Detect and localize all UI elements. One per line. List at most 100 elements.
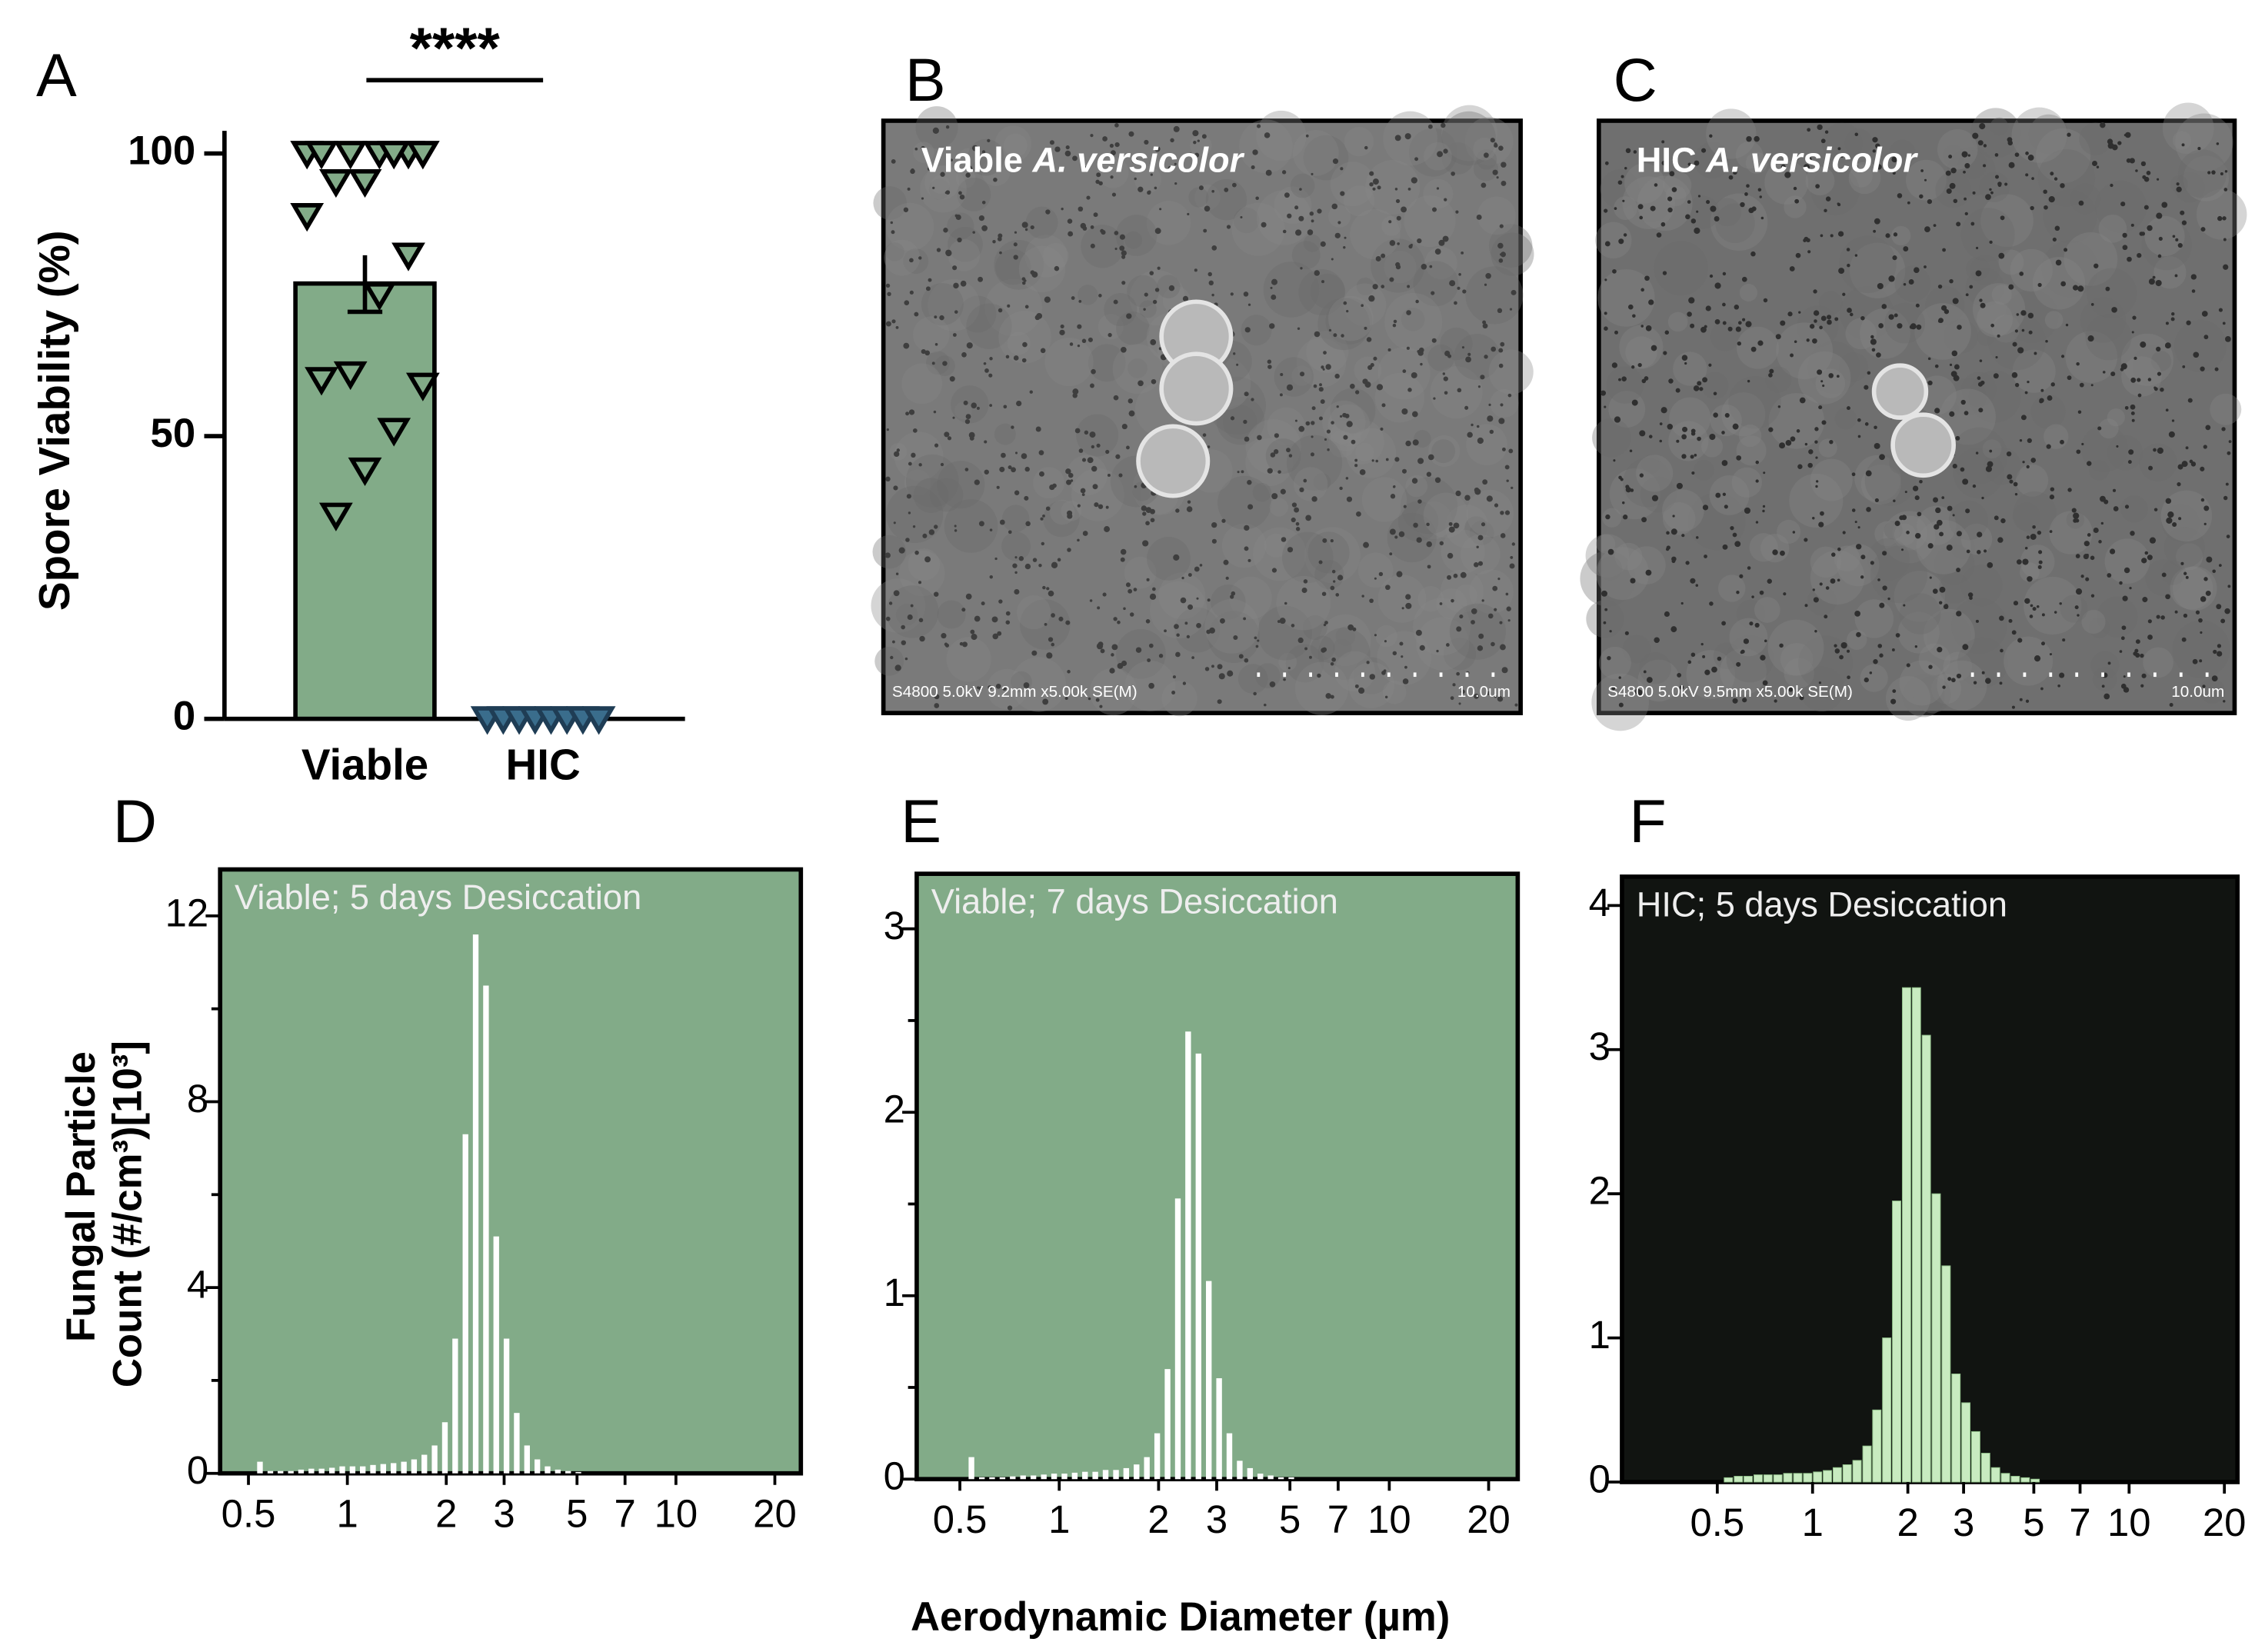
pore <box>1007 304 1011 308</box>
texture <box>1886 676 1931 721</box>
pore <box>1187 604 1194 610</box>
pore <box>2129 587 2132 590</box>
pore <box>1881 304 1887 309</box>
pore <box>2026 535 2030 539</box>
pore <box>2098 540 2102 544</box>
texture <box>1276 575 1331 631</box>
pore <box>1401 206 1407 213</box>
pore <box>1662 271 1667 275</box>
pore <box>1018 556 1024 561</box>
pore <box>1807 156 1812 162</box>
pore <box>1481 599 1484 602</box>
bar <box>1123 1467 1130 1480</box>
pore <box>2037 282 2042 288</box>
pore <box>1206 629 1211 634</box>
pore <box>1956 221 1961 227</box>
pore <box>1609 630 1612 633</box>
pore <box>1114 142 1120 148</box>
bar <box>1267 1475 1274 1480</box>
pore <box>1803 164 1810 171</box>
pore <box>944 642 948 647</box>
pore <box>918 463 922 467</box>
pore <box>1882 585 1887 591</box>
pore <box>1757 188 1762 192</box>
pore <box>1876 352 1881 358</box>
pore <box>1247 303 1251 306</box>
bar <box>1931 1193 1941 1483</box>
pore <box>1311 406 1316 411</box>
pore <box>1080 488 1086 494</box>
texture <box>1161 681 1197 717</box>
pore <box>1675 388 1680 393</box>
pore <box>993 177 998 182</box>
pore <box>1797 464 1803 469</box>
pore <box>1192 130 1199 137</box>
pore <box>1323 351 1327 355</box>
pore <box>1705 305 1711 311</box>
pore <box>1413 522 1418 528</box>
pore <box>1514 703 1518 707</box>
pore <box>1980 302 1986 308</box>
pore <box>898 547 905 554</box>
pore <box>2223 700 2226 703</box>
y-tick-label: 8 <box>187 1077 208 1121</box>
pore <box>1760 654 1766 661</box>
pore <box>1804 538 1808 542</box>
pore <box>1307 229 1314 235</box>
texture <box>1834 545 1860 572</box>
pore <box>1088 337 1093 342</box>
pore <box>1888 275 1895 282</box>
pore <box>928 278 932 282</box>
pore <box>1414 157 1419 162</box>
bar <box>1206 1281 1212 1480</box>
pore <box>2217 644 2222 648</box>
pore <box>2157 447 2163 455</box>
pore <box>2217 651 2223 657</box>
pore <box>2040 687 2043 691</box>
texture <box>1252 527 1307 581</box>
pore <box>2178 517 2182 521</box>
pore <box>1484 355 1488 359</box>
pore <box>1461 689 1465 694</box>
pore <box>1932 588 1938 595</box>
pore <box>1417 238 1422 244</box>
pore <box>1893 232 1898 237</box>
texture <box>1897 611 1940 654</box>
pore <box>1614 416 1621 423</box>
pore <box>1824 130 1829 134</box>
pore <box>1677 673 1682 678</box>
texture <box>2121 356 2162 397</box>
texture <box>2081 609 2106 634</box>
texture <box>1374 372 1425 423</box>
pore <box>1509 308 1513 311</box>
pore <box>1418 347 1424 353</box>
pore <box>2120 636 2125 641</box>
pore <box>2123 687 2130 693</box>
pore <box>2030 205 2034 211</box>
texture <box>1935 172 1971 208</box>
pore <box>1654 183 1658 187</box>
pore <box>1477 645 1484 651</box>
pore <box>1646 677 1653 683</box>
pore <box>914 311 919 317</box>
pore <box>1639 430 1646 437</box>
pore <box>885 321 891 327</box>
pore <box>1489 429 1494 435</box>
texture <box>994 423 1016 445</box>
spore <box>1159 351 1234 426</box>
pore <box>1191 656 1194 659</box>
pore <box>1317 208 1322 214</box>
pore <box>1455 490 1461 497</box>
pore <box>1305 134 1309 138</box>
pore <box>2157 254 2162 258</box>
pore <box>1601 590 1607 597</box>
pore <box>1090 134 1094 138</box>
pore <box>1722 492 1727 496</box>
pore <box>2019 271 2024 276</box>
pore <box>966 342 973 349</box>
texture <box>904 469 931 496</box>
texture <box>1281 531 1334 584</box>
pore <box>1874 218 1880 225</box>
pore <box>1385 458 1389 461</box>
texture <box>1810 458 1853 501</box>
